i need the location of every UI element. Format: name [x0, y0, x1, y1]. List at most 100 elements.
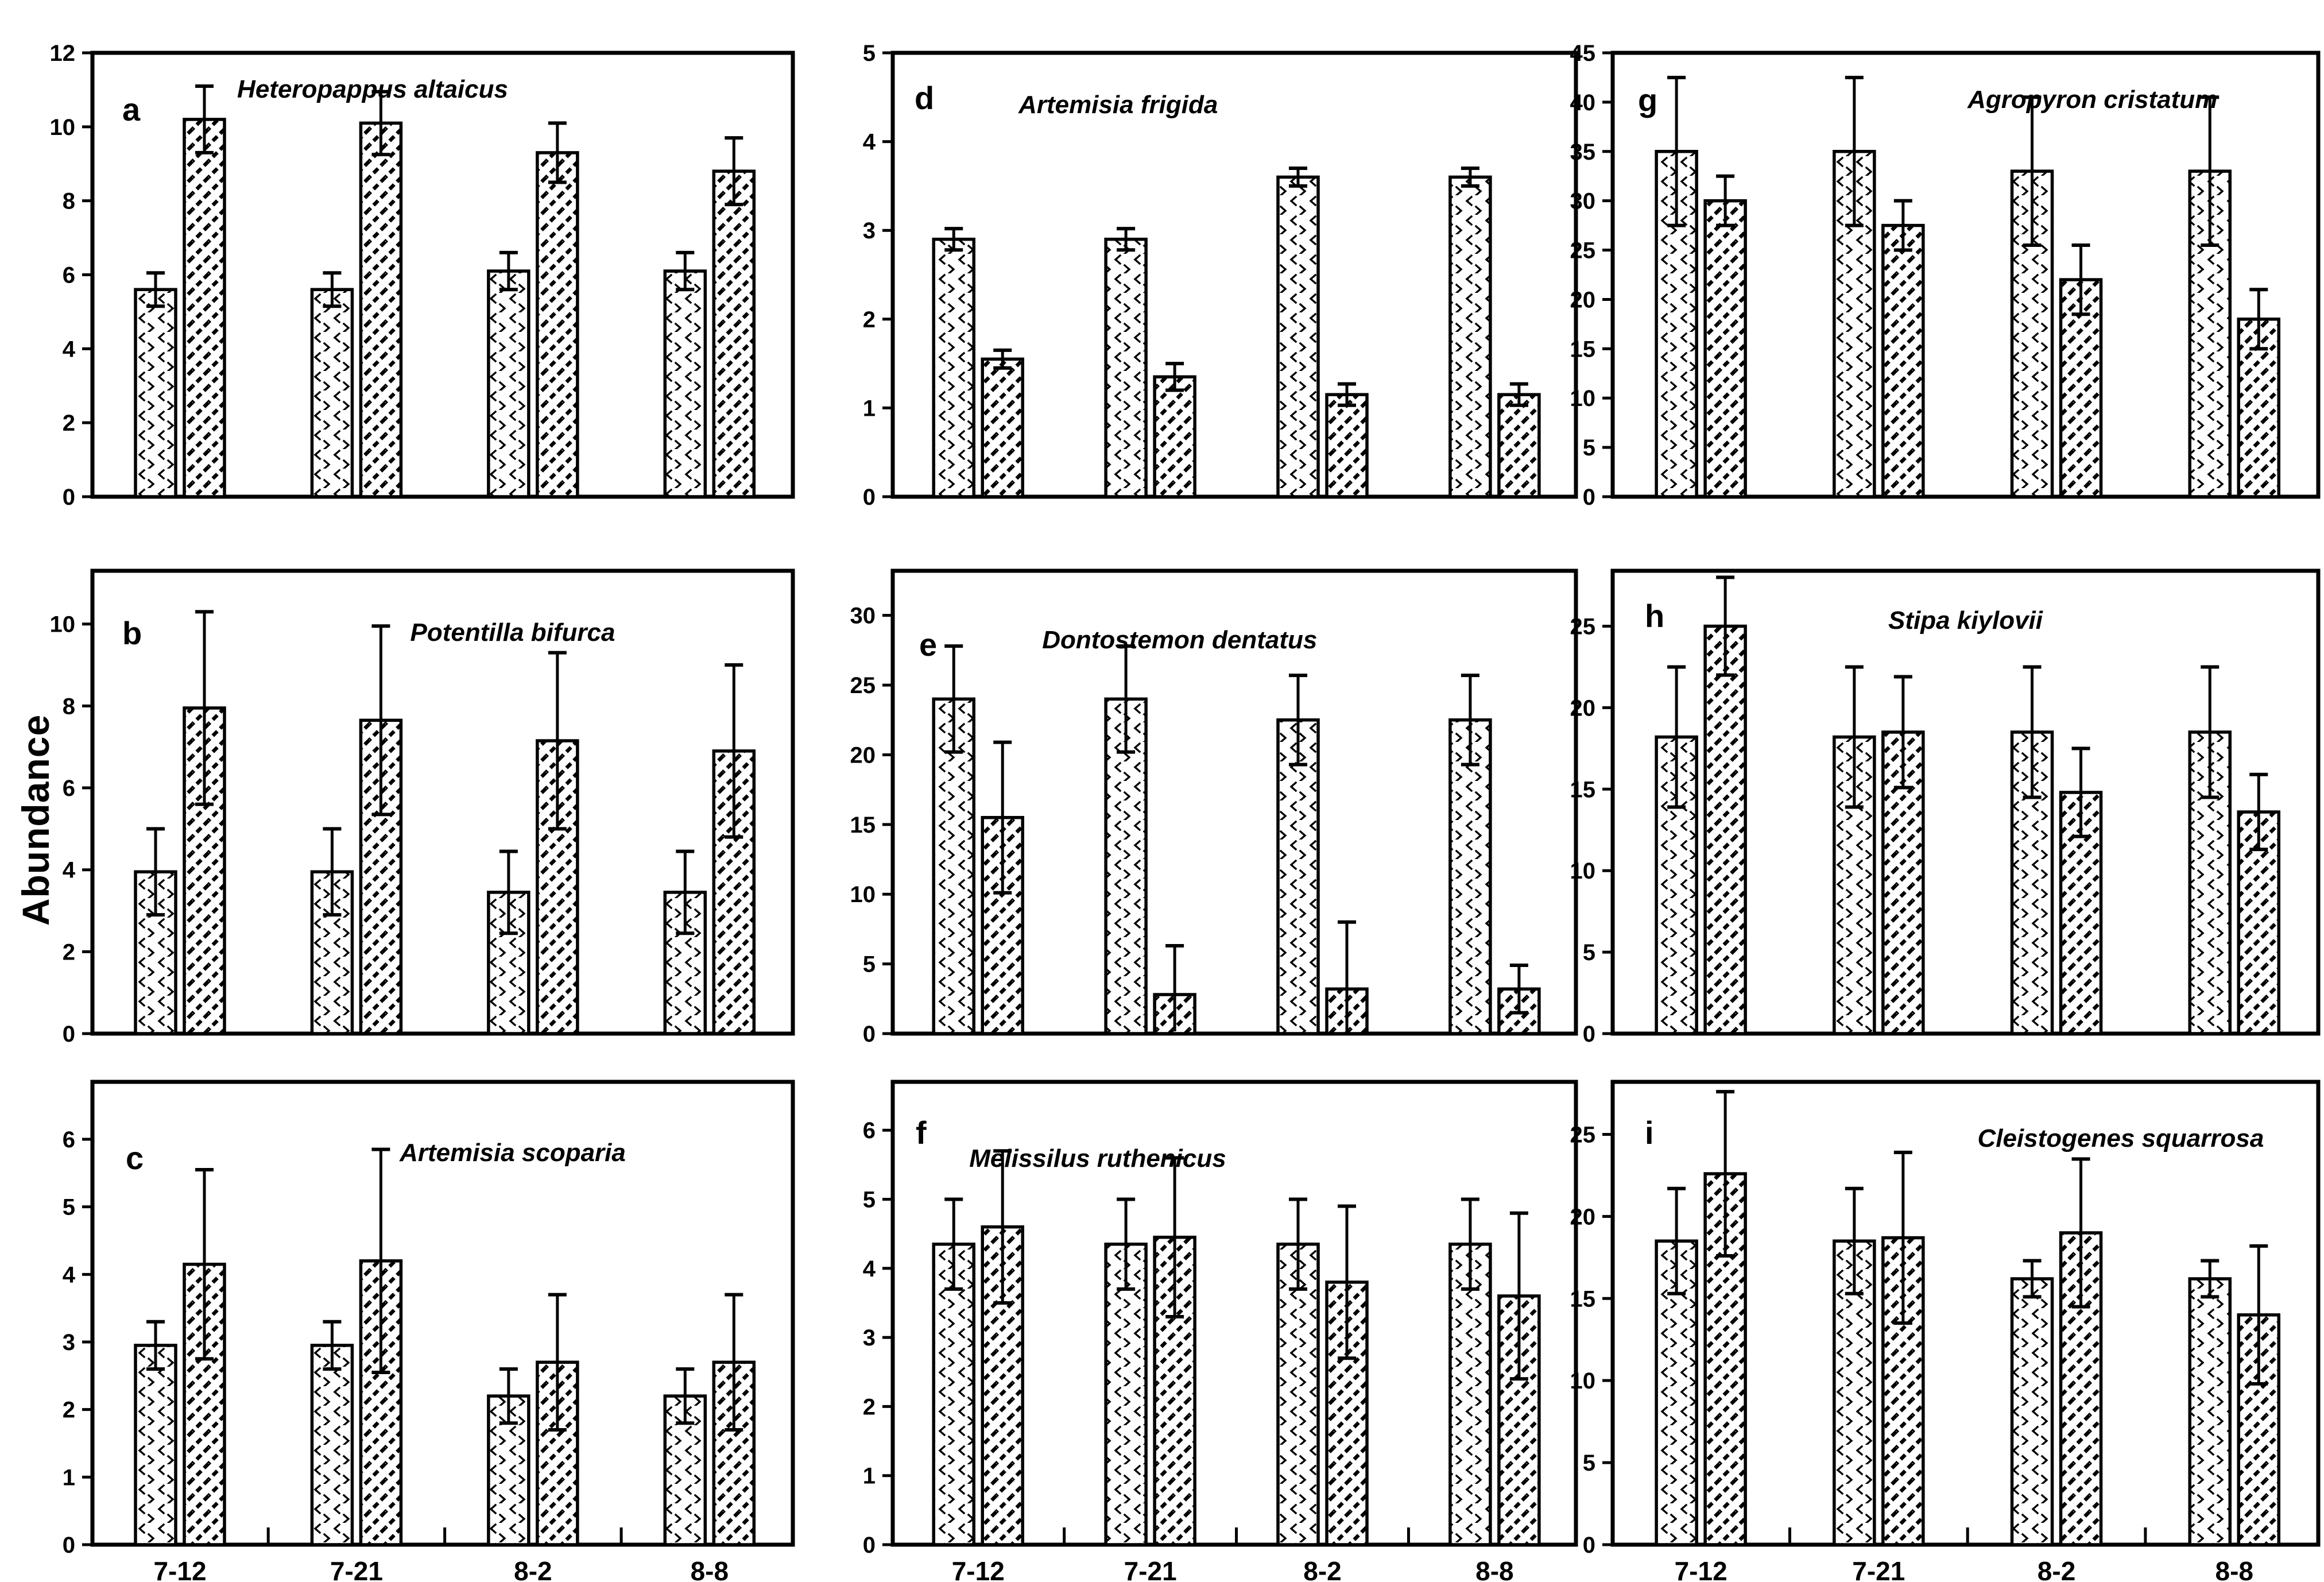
y-tick-label: 10	[850, 882, 876, 907]
error-bar	[1338, 920, 1357, 1031]
bar-hatched-7-12	[1703, 199, 1747, 498]
y-tick-label: 2	[863, 307, 876, 332]
panel-title: Dontostemon dentatus	[1042, 626, 1317, 654]
error-bar	[1845, 1186, 1864, 1295]
y-tick-label: 8	[63, 694, 75, 719]
y-tick-label: 20	[1570, 287, 1596, 312]
error-bar	[195, 84, 214, 154]
y-tick-label: 15	[1570, 777, 1596, 802]
y-tick-label: 0	[1583, 485, 1595, 510]
y-tick-label: 6	[63, 263, 75, 288]
y-tick-label: 10	[1570, 386, 1596, 411]
plot-frame	[1610, 1080, 2321, 1547]
error-bar	[1667, 1186, 1686, 1295]
plot-frame	[1610, 51, 2321, 499]
error-bar	[195, 610, 214, 806]
bar-dotted-8-8	[1448, 718, 1492, 1035]
error-bar	[2201, 665, 2220, 799]
bar-dotted-7-12	[932, 697, 975, 1035]
error-bar	[2071, 243, 2090, 316]
x-category-label: 7-21	[330, 1556, 383, 1582]
panel-title: Artemisia frigida	[1018, 91, 1218, 119]
y-tick-label: 6	[63, 776, 75, 801]
y-tick-label: 12	[50, 41, 76, 66]
bar-hatched-7-21	[359, 1259, 403, 1546]
plot-frame	[90, 1080, 795, 1547]
y-tick-label: 4	[63, 1262, 76, 1287]
y-tick-label: 15	[1570, 336, 1596, 362]
error-bar	[1461, 166, 1479, 188]
panel-title: Heteropappus altaicus	[237, 75, 508, 103]
panel-title: Artemisia scoparia	[399, 1139, 626, 1167]
bar-hatched-8-8	[712, 169, 756, 498]
panel-letter: i	[1645, 1115, 1654, 1151]
error-bar	[676, 1367, 695, 1425]
bar-hatched-7-21	[359, 121, 403, 498]
panel-letter: h	[1645, 598, 1664, 634]
x-category-label: 7-12	[153, 1556, 206, 1582]
y-tick-label: 8	[63, 189, 75, 214]
y-axis-label: Abundance	[14, 714, 57, 926]
bar-hatched-8-2	[536, 151, 579, 498]
error-bar	[1893, 675, 1912, 790]
x-category-label: 8-2	[2038, 1556, 2075, 1582]
y-tick-label: 4	[63, 336, 76, 362]
y-tick-label: 25	[1570, 614, 1596, 639]
y-tick-label: 30	[1570, 189, 1596, 214]
error-bar	[323, 271, 342, 308]
panel-i: 0 5 10 15 20 25 7-12 7-21 8-2 8-8 i Cleistogenes sq…	[1570, 1080, 2321, 1582]
error-bar	[2023, 665, 2042, 799]
plot-frame	[890, 51, 1578, 499]
bar-hatched-7-21	[1881, 223, 1925, 498]
error-bar	[2071, 746, 2090, 838]
bar-hatched-8-8	[1497, 1294, 1541, 1546]
error-bar	[371, 1147, 390, 1374]
y-tick-label: 5	[63, 1195, 75, 1220]
error-bar	[1461, 1197, 1479, 1291]
error-bar	[1461, 674, 1479, 767]
y-tick-label: 45	[1570, 41, 1596, 66]
error-bar	[1117, 227, 1136, 252]
plot-frame	[90, 568, 795, 1036]
bar-hatched-7-12	[981, 357, 1024, 498]
error-bar	[676, 250, 695, 292]
bar-hatched-7-12	[183, 118, 226, 498]
x-category-label: 8-8	[1475, 1556, 1513, 1582]
bar-dotted-8-8	[1448, 1242, 1492, 1546]
y-tick-label: 15	[850, 813, 876, 838]
panel-e: 0 5 10 15 20 25 30 e Dontostemon dentatus	[850, 568, 1578, 1047]
y-tick-label: 1	[863, 396, 876, 421]
error-bar	[1845, 75, 1864, 227]
y-tick-label: 0	[63, 1022, 75, 1047]
error-bar	[2201, 95, 2220, 247]
bar-hatched-7-12	[981, 1225, 1024, 1546]
x-category-label: 7-21	[1852, 1556, 1905, 1582]
error-bar	[725, 663, 743, 839]
bar-dotted-8-8	[663, 269, 707, 498]
y-tick-label: 1	[863, 1464, 876, 1489]
y-tick-label: 4	[63, 858, 76, 883]
panel-h: 0 5 10 15 20 25 h Stipa kiylovii	[1570, 568, 2321, 1047]
y-tick-label: 5	[1583, 1451, 1595, 1476]
y-tick-label: 20	[850, 742, 876, 768]
y-tick-label: 3	[863, 1325, 876, 1351]
y-tick-label: 5	[863, 952, 876, 977]
panel-letter: a	[122, 91, 141, 127]
error-bar	[1289, 166, 1308, 188]
y-tick-label: 5	[1583, 940, 1595, 965]
error-bar	[1165, 362, 1184, 392]
error-bar	[1716, 1090, 1735, 1258]
error-bar	[1716, 174, 1735, 227]
x-category-label: 7-12	[1675, 1556, 1727, 1582]
y-tick-label: 1	[63, 1465, 75, 1490]
x-category-label: 8-8	[691, 1556, 729, 1582]
error-bar	[1165, 944, 1184, 1031]
error-bar	[1289, 674, 1308, 767]
panel-d: 0 1 2 3 4 5 d Artemisia frigida	[863, 41, 1578, 510]
error-bar	[195, 1167, 214, 1361]
error-bar	[146, 271, 165, 308]
y-tick-label: 5	[863, 41, 876, 66]
bar-dotted-8-2	[487, 269, 530, 498]
x-category-label: 8-2	[514, 1556, 552, 1582]
